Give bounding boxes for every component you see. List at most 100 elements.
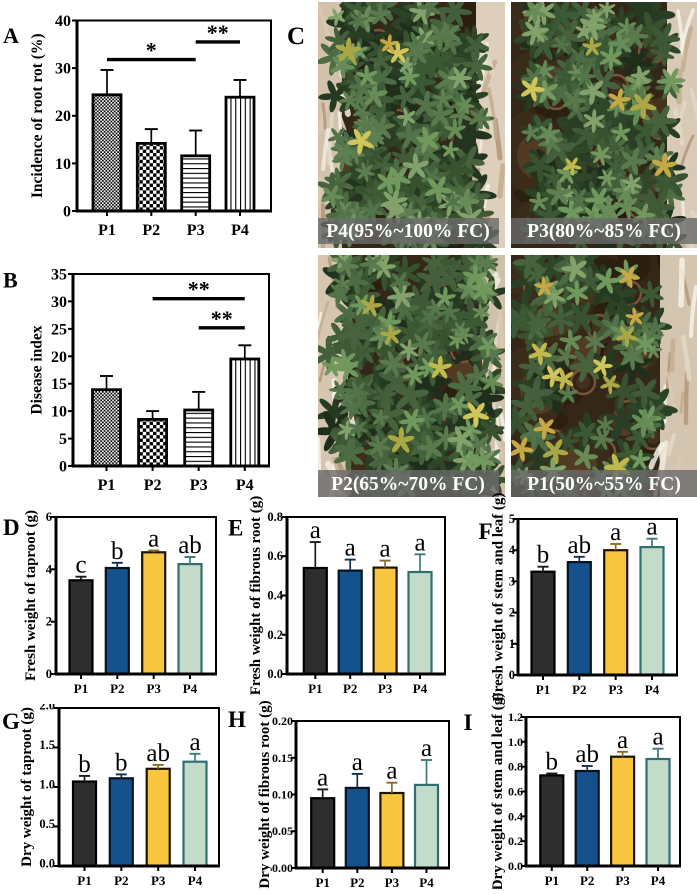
svg-text:I: I xyxy=(464,710,473,735)
svg-text:a: a xyxy=(148,526,159,553)
svg-text:P1: P1 xyxy=(308,681,322,696)
svg-text:Incidence of root rot (%): Incidence of root rot (%) xyxy=(29,33,46,198)
svg-text:a: a xyxy=(386,758,397,785)
svg-text:4: 4 xyxy=(509,543,516,557)
svg-text:40: 40 xyxy=(55,13,71,30)
svg-text:0.10: 0.10 xyxy=(272,788,293,802)
svg-text:3: 3 xyxy=(509,574,515,588)
svg-text:Disease index: Disease index xyxy=(29,325,46,414)
svg-text:Fresh weight of fibrous root (: Fresh weight of fibrous root (g) xyxy=(248,496,264,696)
svg-text:P1: P1 xyxy=(545,873,559,888)
svg-text:1.0: 1.0 xyxy=(508,735,523,749)
svg-text:P1: P1 xyxy=(315,875,329,889)
svg-text:**: ** xyxy=(207,20,229,45)
svg-text:a: a xyxy=(646,514,657,541)
svg-text:0: 0 xyxy=(46,667,52,681)
svg-text:10: 10 xyxy=(51,404,67,421)
svg-text:*: * xyxy=(146,38,157,63)
svg-text:P2: P2 xyxy=(144,477,162,494)
svg-text:Fresh weight of taproot (g): Fresh weight of taproot (g) xyxy=(23,510,39,681)
svg-text:0: 0 xyxy=(59,459,67,476)
svg-text:0.20: 0.20 xyxy=(272,714,293,728)
svg-text:Dry weight of fibrous root (g): Dry weight of fibrous root (g) xyxy=(257,700,273,888)
svg-text:F: F xyxy=(479,519,493,544)
svg-text:0: 0 xyxy=(63,204,71,221)
svg-text:0: 0 xyxy=(509,668,515,682)
svg-text:b: b xyxy=(78,751,91,778)
svg-text:P4: P4 xyxy=(645,682,660,697)
svg-text:P4: P4 xyxy=(651,873,666,888)
svg-text:P3: P3 xyxy=(615,873,630,888)
svg-text:0.2: 0.2 xyxy=(508,834,523,848)
svg-text:P1: P1 xyxy=(98,477,116,494)
svg-text:0.8: 0.8 xyxy=(267,510,283,524)
svg-text:b: b xyxy=(115,749,128,776)
svg-text:Fresh weight of stem and leaf: Fresh weight of stem and leaf (g) xyxy=(491,493,507,702)
svg-text:B: B xyxy=(3,268,18,293)
svg-text:a: a xyxy=(189,729,200,756)
svg-text:P4: P4 xyxy=(419,875,434,889)
svg-text:P4: P4 xyxy=(188,873,203,888)
svg-text:ab: ab xyxy=(567,532,591,559)
svg-text:0.0: 0.0 xyxy=(267,667,283,681)
svg-text:P1: P1 xyxy=(536,682,550,697)
svg-text:0.05: 0.05 xyxy=(272,824,293,838)
svg-text:**: ** xyxy=(188,277,210,302)
svg-text:b: b xyxy=(546,749,559,776)
svg-text:2: 2 xyxy=(46,615,52,629)
svg-text:a: a xyxy=(310,517,321,544)
svg-text:P2: P2 xyxy=(110,681,124,696)
svg-text:2: 2 xyxy=(509,606,515,620)
svg-text:a: a xyxy=(352,749,363,776)
svg-text:0.2: 0.2 xyxy=(267,628,283,642)
svg-text:a: a xyxy=(380,536,391,563)
svg-text:P3: P3 xyxy=(187,222,205,239)
svg-text:ab: ab xyxy=(146,740,170,767)
svg-text:Dry weight of taproot (g): Dry weight of taproot (g) xyxy=(19,707,35,867)
svg-text:P2(65%~70% FC): P2(65%~70% FC) xyxy=(331,474,485,495)
svg-text:0.15: 0.15 xyxy=(272,751,293,765)
svg-text:P2: P2 xyxy=(350,875,364,889)
svg-text:P4: P4 xyxy=(183,681,198,696)
svg-text:20: 20 xyxy=(51,349,67,366)
svg-text:a: a xyxy=(317,764,328,791)
svg-text:a: a xyxy=(421,735,432,762)
svg-text:a: a xyxy=(610,519,621,546)
svg-text:a: a xyxy=(414,529,425,556)
svg-text:1: 1 xyxy=(509,637,515,651)
svg-text:0.6: 0.6 xyxy=(267,549,283,563)
svg-text:0.5: 0.5 xyxy=(39,817,55,831)
svg-text:6: 6 xyxy=(46,510,52,524)
svg-text:1.2: 1.2 xyxy=(508,710,523,724)
svg-text:c: c xyxy=(75,552,86,579)
svg-text:0.4: 0.4 xyxy=(267,589,283,603)
svg-text:5: 5 xyxy=(509,512,515,526)
svg-text:a: a xyxy=(652,724,663,751)
svg-text:P2: P2 xyxy=(580,873,594,888)
svg-text:0.0: 0.0 xyxy=(39,857,55,871)
svg-text:P3: P3 xyxy=(608,682,623,697)
svg-text:P2: P2 xyxy=(114,873,128,888)
svg-text:a: a xyxy=(345,535,356,562)
svg-text:P2: P2 xyxy=(572,682,586,697)
svg-text:P4: P4 xyxy=(231,222,249,239)
svg-text:P3: P3 xyxy=(190,477,208,494)
svg-text:P1: P1 xyxy=(98,222,116,239)
svg-text:20: 20 xyxy=(55,108,71,125)
svg-text:P4: P4 xyxy=(236,477,254,494)
svg-text:P3: P3 xyxy=(385,875,400,889)
svg-text:30: 30 xyxy=(55,61,71,78)
svg-text:a: a xyxy=(617,727,628,754)
svg-text:5: 5 xyxy=(59,431,67,448)
svg-text:P4(95%~100% FC): P4(95%~100% FC) xyxy=(326,221,489,242)
svg-text:1.5: 1.5 xyxy=(39,738,55,752)
svg-text:b: b xyxy=(537,542,550,569)
svg-text:0.6: 0.6 xyxy=(508,785,523,799)
svg-text:0.0: 0.0 xyxy=(508,859,523,873)
svg-text:Dry weight of stem and leaf (g: Dry weight of stem and leaf (g) xyxy=(490,693,506,889)
svg-text:ab: ab xyxy=(575,741,599,768)
svg-text:E: E xyxy=(228,516,243,541)
svg-text:4: 4 xyxy=(46,562,53,576)
svg-text:H: H xyxy=(228,707,246,732)
svg-text:1.0: 1.0 xyxy=(39,778,55,792)
